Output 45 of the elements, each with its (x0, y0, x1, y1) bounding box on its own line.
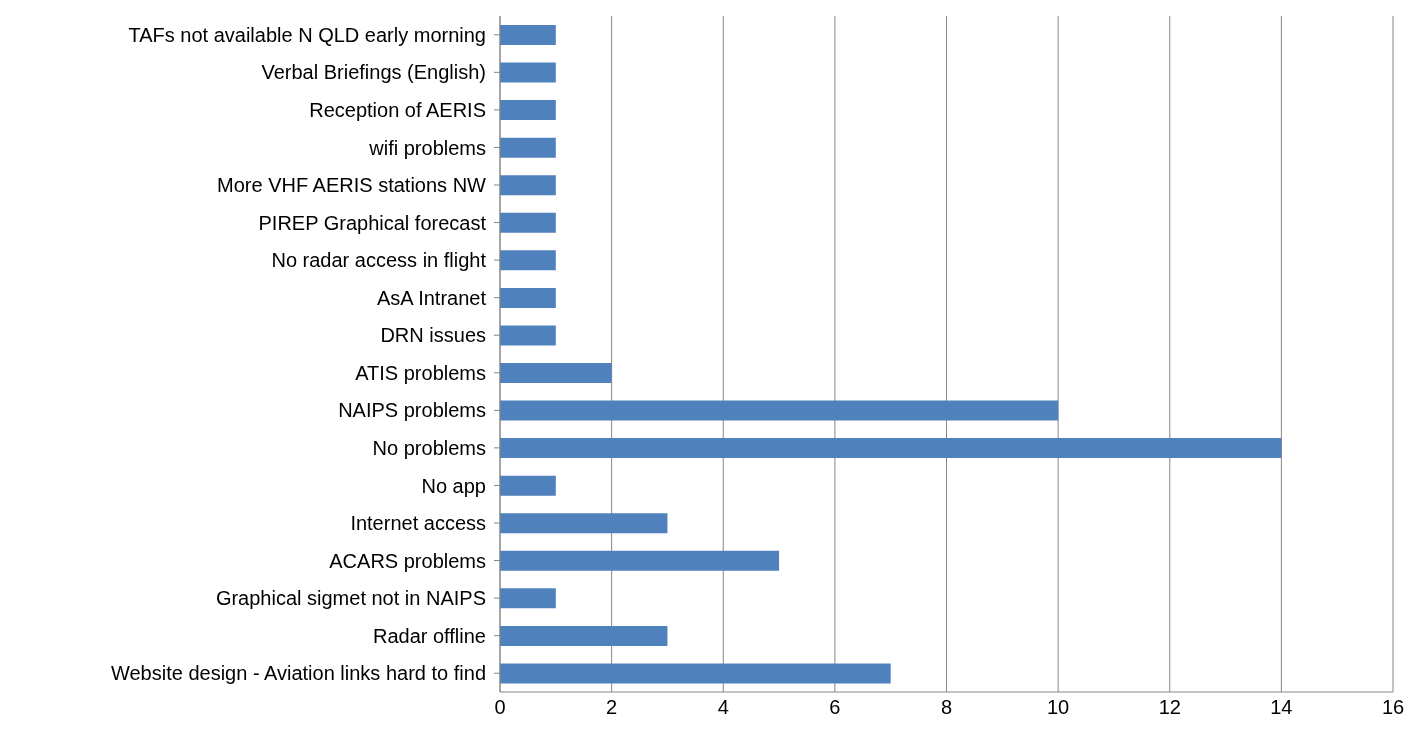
x-tick-label: 8 (940, 696, 953, 719)
bar (500, 513, 668, 534)
y-tick-label: AsA Intranet (377, 286, 487, 309)
bar (500, 400, 1059, 421)
x-tick-label: 14 (1270, 696, 1293, 719)
bar (500, 550, 780, 571)
y-tick-label: No radar access in flight (271, 249, 487, 272)
x-tick-label: 0 (494, 696, 506, 719)
y-tick-label: Radar offline (372, 624, 486, 647)
bar (500, 663, 891, 684)
bar (500, 475, 556, 496)
bar (500, 287, 556, 308)
y-tick-label: wifi problems (368, 136, 486, 159)
bar (500, 62, 556, 83)
x-tick-label: 2 (606, 696, 618, 719)
y-tick-label: Graphical sigmet not in NAIPS (215, 587, 486, 610)
y-tick-label: DRN issues (380, 324, 486, 347)
bar (500, 438, 1282, 459)
y-tick-label: More VHF AERIS stations NW (217, 174, 487, 197)
x-tick-label: 12 (1158, 696, 1181, 719)
y-tick-label: Reception of AERIS (309, 98, 486, 121)
y-tick-label: ATIS problems (355, 361, 486, 384)
y-tick-label: Website design - Aviation links hard to find (110, 662, 486, 685)
y-tick-label: No problems (372, 436, 486, 459)
x-tick-label: 4 (717, 696, 729, 719)
bar (500, 625, 668, 646)
y-tick-label: Internet access (350, 512, 486, 535)
bar (500, 175, 556, 196)
x-tick-label: 6 (829, 696, 841, 719)
x-tick-label: 10 (1047, 696, 1070, 719)
bar (500, 137, 556, 158)
x-tick-label: 16 (1381, 696, 1405, 719)
y-tick-label: ACARS problems (329, 549, 486, 572)
bar (500, 100, 556, 121)
bar (500, 325, 556, 346)
y-tick-label: No app (421, 474, 486, 497)
bar (500, 212, 556, 233)
y-tick-label: PIREP Graphical forecast (258, 211, 487, 234)
bar (500, 250, 556, 271)
bar (500, 363, 612, 383)
y-tick-label: NAIPS problems (338, 399, 486, 422)
bar (500, 588, 556, 609)
y-tick-label: TAFs not available N QLD early morning (128, 23, 486, 46)
y-tick-label: Verbal Briefings (English) (261, 61, 486, 84)
bar (500, 25, 556, 45)
